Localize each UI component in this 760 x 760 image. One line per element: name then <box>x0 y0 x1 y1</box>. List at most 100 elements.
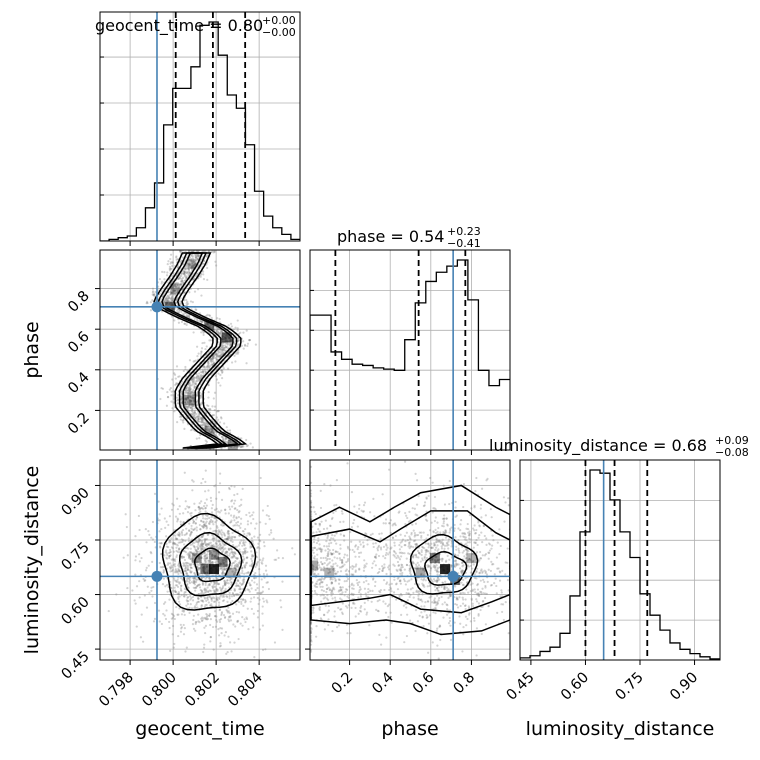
sample-point <box>202 526 205 529</box>
sample-point <box>219 626 222 630</box>
sample-point <box>236 593 239 596</box>
sample-point <box>169 570 172 573</box>
sample-point <box>399 579 402 582</box>
sample-point <box>180 410 184 414</box>
sample-point <box>195 516 199 519</box>
sample-point <box>413 507 416 510</box>
sample-point <box>189 387 192 391</box>
sample-point <box>171 616 175 619</box>
sample-point <box>364 565 367 568</box>
sample-point <box>231 551 234 554</box>
sample-point <box>180 320 184 324</box>
sample-point <box>172 297 175 300</box>
sample-point <box>172 559 175 562</box>
sample-point <box>232 544 235 547</box>
sample-point <box>198 538 201 541</box>
sample-point <box>246 523 250 526</box>
sample-point <box>197 597 200 600</box>
sample-point <box>176 283 179 287</box>
sample-point <box>250 565 253 568</box>
sample-point <box>318 608 321 612</box>
sample-point <box>182 564 185 568</box>
sample-point <box>191 393 194 396</box>
sample-point <box>204 557 208 560</box>
sample-point <box>162 570 165 573</box>
sample-point <box>254 572 257 575</box>
sample-point <box>171 261 174 264</box>
sample-point <box>475 600 479 603</box>
sample-point <box>236 584 240 587</box>
sample-point <box>211 545 214 548</box>
sample-point <box>173 571 177 574</box>
sample-point <box>206 365 209 368</box>
sample-point <box>175 497 179 500</box>
sample-point <box>448 502 451 506</box>
sample-point <box>331 565 334 569</box>
sample-point <box>173 590 177 593</box>
sample-point <box>208 542 211 545</box>
sample-point <box>211 357 214 360</box>
sample-point <box>238 534 241 537</box>
sample-point <box>328 568 331 571</box>
sample-point <box>318 606 321 609</box>
sample-point <box>484 584 487 588</box>
sample-point <box>427 542 430 545</box>
sample-point <box>213 250 216 253</box>
sample-point <box>381 493 384 496</box>
sample-point <box>214 353 218 356</box>
sample-point <box>220 523 223 526</box>
sample-point <box>201 535 204 538</box>
sample-point <box>224 552 227 555</box>
sample-point <box>214 529 217 532</box>
sample-point <box>436 573 439 576</box>
sample-point <box>261 612 264 615</box>
sample-point <box>204 538 207 541</box>
sample-point <box>209 561 213 565</box>
sample-point <box>190 514 193 517</box>
sample-point <box>192 264 196 267</box>
sample-point <box>331 588 334 592</box>
sample-point <box>187 398 190 401</box>
sample-point <box>220 447 223 450</box>
sample-point <box>192 480 195 483</box>
sample-point <box>259 540 262 543</box>
sample-point <box>193 381 196 384</box>
sample-point <box>205 498 208 501</box>
sample-point <box>185 276 188 280</box>
sample-point <box>207 360 210 363</box>
sample-point <box>184 507 187 510</box>
sample-point <box>194 578 198 581</box>
sample-point <box>385 582 388 586</box>
sample-point <box>206 555 209 558</box>
sample-point <box>191 551 194 555</box>
sample-point <box>225 552 228 555</box>
sample-point <box>168 295 171 298</box>
sample-point <box>207 390 210 394</box>
sample-point <box>362 581 366 584</box>
sample-point <box>193 580 196 583</box>
sample-point <box>239 445 243 449</box>
sample-point <box>204 490 207 493</box>
sample-point <box>389 519 392 522</box>
sample-point <box>199 319 202 323</box>
sample-point <box>175 537 178 541</box>
sample-point <box>394 552 398 555</box>
sample-point <box>206 425 209 428</box>
sample-point <box>205 524 208 527</box>
sample-point <box>180 613 183 616</box>
sample-point <box>183 271 186 274</box>
sample-point <box>213 589 217 592</box>
sample-point <box>400 566 403 569</box>
sample-point <box>217 510 220 513</box>
sample-point <box>281 557 285 560</box>
sample-point <box>468 612 471 615</box>
sample-point <box>226 595 229 599</box>
sample-point <box>224 508 227 511</box>
sample-point <box>208 522 211 526</box>
sample-point <box>227 324 230 327</box>
sample-point <box>173 289 176 292</box>
sample-point <box>220 353 223 356</box>
sample-point <box>195 377 198 380</box>
sample-point <box>160 282 163 285</box>
sample-point <box>258 547 261 550</box>
